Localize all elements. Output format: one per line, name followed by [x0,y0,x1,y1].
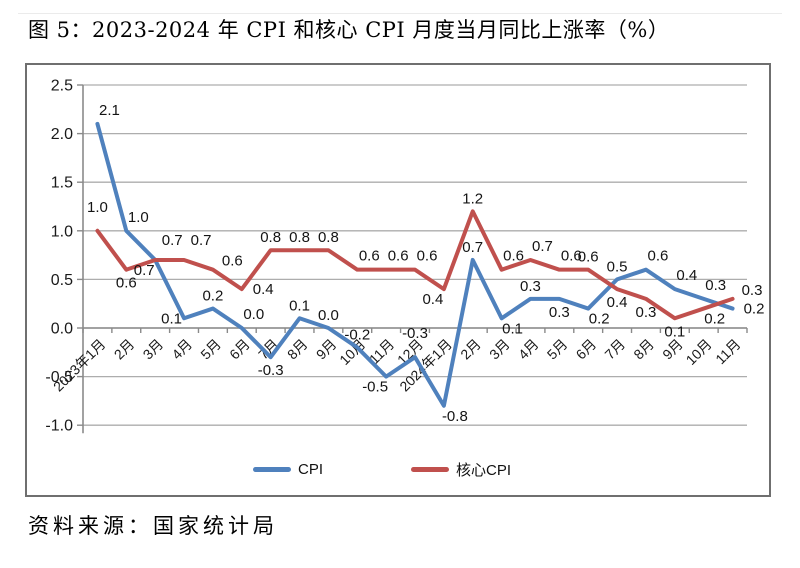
svg-text:7月: 7月 [601,336,628,363]
cpi-line-swatch [253,467,291,472]
svg-text:10月: 10月 [683,336,715,368]
svg-text:0.4: 0.4 [422,291,443,308]
svg-text:0.6: 0.6 [648,248,669,265]
svg-text:4月: 4月 [168,336,195,363]
cpi-line [95,121,735,408]
cpi-data-labels: 2.1 1.0 0.7 0.1 0.2 0.0 -0.3 0.1 0.0 -0.2 -0.5 -0.3… [99,102,764,425]
svg-text:0.5: 0.5 [607,258,628,275]
svg-text:2.5: 2.5 [51,78,73,95]
legend-label-core-cpi: 核心CPI [456,462,512,479]
svg-text:-0.5: -0.5 [362,379,388,396]
svg-text:0.6: 0.6 [417,248,438,265]
svg-text:0.4: 0.4 [253,281,274,298]
svg-text:2月: 2月 [111,336,138,363]
svg-text:0.8: 0.8 [289,229,310,246]
svg-text:5月: 5月 [544,336,571,363]
svg-text:3月: 3月 [486,336,513,363]
svg-text:-0.3: -0.3 [402,325,428,342]
svg-text:0.4: 0.4 [676,267,697,284]
y-axis [77,84,84,434]
svg-text:0.6: 0.6 [222,253,243,270]
svg-text:4月: 4月 [515,336,542,363]
chart-legend: CPI 核心CPI [253,459,511,480]
core-cpi-line-swatch [411,467,450,472]
source-note: 资料来源：国家统计局 [28,514,278,538]
x-axis [82,327,748,333]
svg-text:0.7: 0.7 [532,238,553,255]
svg-text:0.7: 0.7 [162,232,183,249]
svg-text:0.6: 0.6 [116,275,137,292]
svg-text:5月: 5月 [197,336,224,363]
svg-text:0.3: 0.3 [705,277,726,294]
svg-text:11月: 11月 [712,336,743,367]
svg-text:8月: 8月 [630,336,657,363]
svg-text:0.3: 0.3 [742,282,763,299]
svg-text:8月: 8月 [284,336,311,363]
svg-text:-0.8: -0.8 [442,408,468,425]
svg-text:9月: 9月 [313,336,340,363]
svg-text:0.3: 0.3 [520,278,541,295]
svg-text:0.1: 0.1 [289,297,310,314]
svg-text:0.7: 0.7 [134,262,155,279]
svg-text:1.5: 1.5 [51,175,73,192]
svg-text:0.6: 0.6 [503,248,524,265]
chart-frame: 2.5 2.0 1.5 1.0 0.5 0.0 -0.5 -1.0 2023年1月 2月 3月 4月 5… [25,63,771,497]
figure-title: 图 5：2023-2024 年 CPI 和核心 CPI 月度当月同比上涨率（%） [28,18,670,42]
svg-text:1.0: 1.0 [128,209,149,226]
svg-text:2.1: 2.1 [99,102,120,119]
svg-text:0.1: 0.1 [502,320,523,337]
page-top-artifact [18,13,782,14]
svg-text:0.5: 0.5 [51,272,73,289]
svg-text:-1.0: -1.0 [45,418,73,435]
svg-text:3月: 3月 [140,336,167,363]
svg-text:0.4: 0.4 [607,294,628,311]
svg-text:-0.5: -0.5 [45,369,73,386]
svg-text:-0.2: -0.2 [344,326,370,343]
core-cpi-line [95,209,735,321]
svg-text:0.6: 0.6 [359,248,380,265]
legend-item-core-cpi: 核心CPI [411,459,511,480]
svg-text:0.8: 0.8 [260,229,281,246]
svg-text:1.0: 1.0 [51,223,73,240]
svg-text:0.2: 0.2 [704,311,725,328]
svg-text:0.3: 0.3 [636,304,657,321]
svg-text:0.2: 0.2 [202,288,223,305]
legend-label-cpi: CPI [298,461,324,478]
svg-text:0.1: 0.1 [664,323,685,340]
svg-text:6月: 6月 [573,336,600,363]
svg-text:0.3: 0.3 [549,304,570,321]
svg-text:2.0: 2.0 [51,126,73,143]
svg-text:-0.3: -0.3 [258,362,284,379]
core-cpi-data-labels: 1.00.60.7 0.70.60.40.8 0.8 0.80.6 0.6 0.60.41… [87,190,762,340]
svg-text:0.8: 0.8 [318,229,339,246]
svg-text:6月: 6月 [226,336,253,363]
svg-text:0.7: 0.7 [462,239,483,256]
legend-item-cpi: CPI [253,461,323,478]
svg-text:2月: 2月 [457,336,484,363]
svg-text:0.2: 0.2 [589,311,610,328]
svg-text:0.6: 0.6 [578,249,599,266]
svg-text:1.0: 1.0 [87,199,108,216]
svg-text:0.2: 0.2 [744,301,765,318]
svg-text:0.0: 0.0 [243,306,264,323]
y-tick-labels: 2.5 2.0 1.5 1.0 0.5 0.0 -0.5 -1.0 [45,78,73,435]
svg-text:0.0: 0.0 [318,307,339,324]
svg-text:0.6: 0.6 [388,248,409,265]
svg-text:0.0: 0.0 [51,321,73,338]
svg-text:2023年1月: 2023年1月 [50,336,109,395]
svg-text:0.7: 0.7 [191,232,212,249]
svg-text:1.2: 1.2 [462,190,483,207]
svg-text:0.1: 0.1 [161,310,182,327]
svg-text:0.6: 0.6 [561,248,582,265]
